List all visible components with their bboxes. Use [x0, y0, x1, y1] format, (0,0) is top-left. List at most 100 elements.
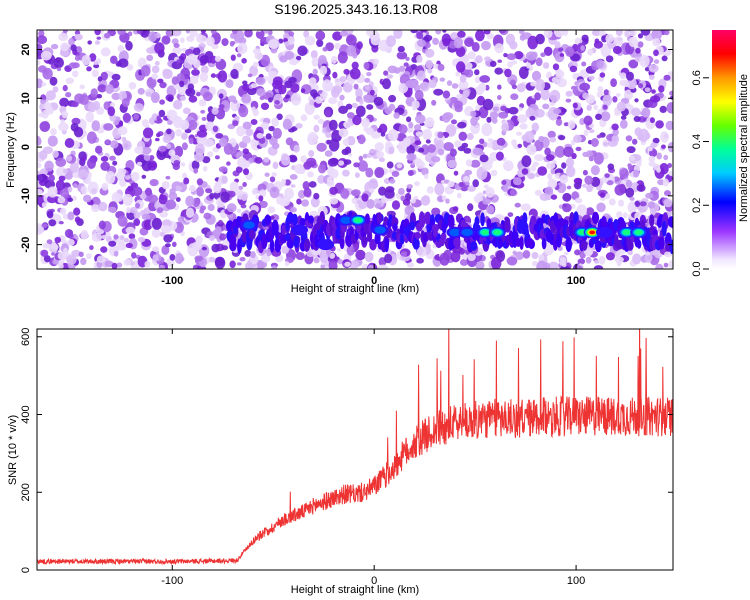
noise-blob: [556, 182, 567, 194]
noise-blob: [37, 35, 48, 45]
noise-blob: [602, 104, 608, 110]
colorbar-ticks: 0.0 0.2 0.4 0.6: [691, 70, 709, 277]
noise-blob: [229, 40, 235, 47]
noise-blob: [511, 84, 517, 90]
noise-blob: [116, 62, 122, 67]
noise-blob: [150, 91, 160, 104]
noise-blob: [244, 30, 253, 38]
snr-x-axis-label: Height of straight line (km): [291, 584, 419, 596]
noise-blob: [189, 184, 196, 193]
noise-blob: [649, 95, 661, 103]
noise-blob: [232, 99, 238, 104]
noise-blob: [640, 30, 651, 36]
band-blob: [649, 214, 655, 227]
noise-blob: [161, 245, 170, 255]
noise-blob: [549, 89, 561, 103]
noise-blob: [472, 147, 484, 156]
noise-blob: [451, 83, 459, 89]
noise-blob: [72, 70, 79, 78]
noise-blob: [410, 198, 416, 204]
noise-blob: [137, 236, 146, 243]
noise-blob: [146, 76, 157, 89]
hotspot: [449, 228, 461, 237]
noise-blob: [37, 174, 47, 182]
noise-blob: [461, 142, 469, 148]
noise-blob: [588, 156, 594, 162]
noise-blob: [121, 98, 130, 107]
noise-blob: [87, 40, 92, 45]
noise-blob: [141, 174, 147, 179]
band-blob: [581, 240, 588, 251]
noise-blob: [166, 128, 172, 135]
noise-blob: [332, 71, 338, 79]
noise-blob: [255, 77, 266, 86]
noise-blob: [607, 163, 615, 170]
noise-blob: [498, 146, 504, 151]
x-tick-label: 0: [371, 575, 377, 587]
noise-blob: [534, 154, 544, 162]
colorbar-label: Normalized spectral amplitude: [738, 74, 750, 222]
noise-blob: [465, 159, 473, 167]
noise-blob: [124, 175, 131, 181]
hotspot: [622, 229, 631, 235]
noise-blob: [62, 30, 68, 34]
noise-blob: [242, 182, 247, 187]
noise-blob: [117, 215, 128, 227]
noise-blob: [391, 200, 401, 210]
noise-blob: [68, 229, 73, 236]
noise-blob: [231, 30, 238, 35]
noise-blob: [332, 31, 343, 41]
noise-blob: [406, 144, 416, 155]
band-blob: [511, 230, 519, 242]
noise-blob: [437, 148, 445, 156]
y-tick-label: 600: [20, 328, 32, 346]
noise-blob: [215, 133, 224, 139]
noise-blob: [378, 186, 387, 196]
noise-blob: [291, 126, 298, 132]
band-blob: [264, 215, 272, 226]
noise-blob: [416, 70, 426, 81]
noise-blob: [293, 144, 300, 153]
noise-blob: [544, 147, 551, 156]
noise-blob: [663, 30, 670, 36]
noise-blob: [648, 155, 656, 163]
noise-blob: [605, 33, 614, 43]
noise-blob: [320, 264, 326, 269]
noise-blob: [458, 182, 464, 187]
noise-blob: [470, 110, 477, 118]
noise-blob: [73, 126, 84, 138]
noise-blob: [447, 159, 457, 169]
noise-blob: [133, 218, 141, 227]
band-blob: [374, 232, 381, 245]
noise-blob: [143, 219, 153, 231]
noise-blob: [151, 65, 160, 74]
noise-blob: [62, 84, 68, 92]
noise-blob: [519, 103, 525, 109]
noise-blob: [206, 112, 215, 123]
noise-blob: [192, 47, 201, 56]
noise-blob: [162, 68, 173, 80]
noise-blob: [175, 128, 183, 137]
band-blob: [392, 223, 398, 232]
noise-blob: [383, 70, 389, 76]
band-blob: [492, 237, 498, 247]
noise-blob: [268, 70, 278, 78]
noise-blob: [73, 207, 81, 216]
noise-blob: [254, 52, 263, 60]
noise-blob: [627, 163, 632, 168]
noise-blob: [561, 162, 567, 169]
noise-blob: [378, 157, 385, 163]
noise-blob: [483, 184, 489, 189]
noise-blob: [356, 200, 362, 204]
noise-blob: [329, 197, 339, 205]
noise-blob: [339, 94, 345, 101]
noise-blob: [586, 184, 593, 193]
noise-blob: [405, 56, 410, 62]
noise-blob: [331, 55, 338, 64]
noise-blob: [316, 39, 324, 47]
noise-blob: [169, 254, 176, 261]
noise-blob: [406, 184, 413, 189]
noise-blob: [96, 255, 106, 263]
noise-blob: [342, 81, 353, 93]
